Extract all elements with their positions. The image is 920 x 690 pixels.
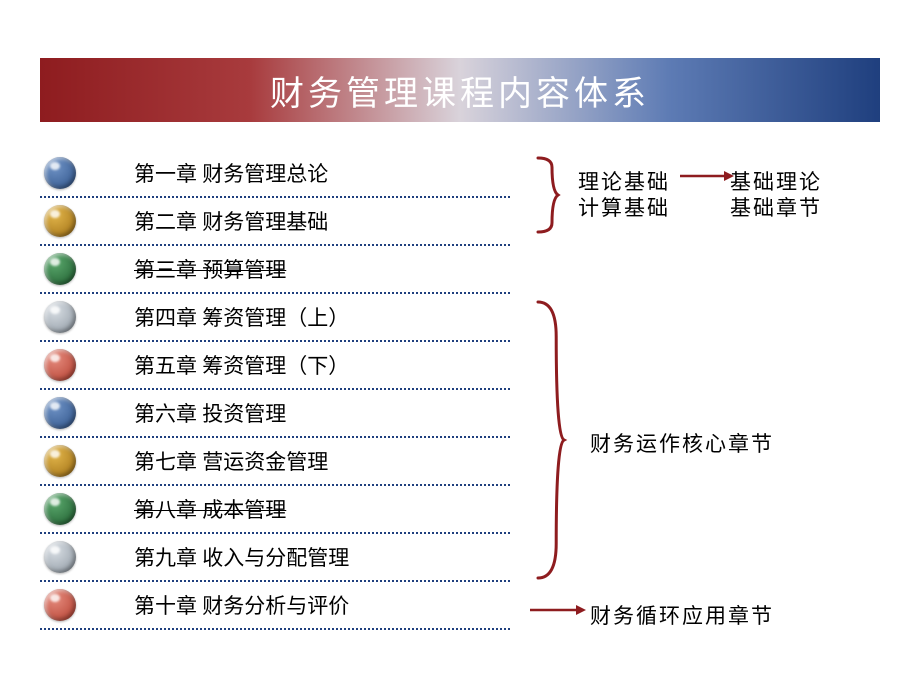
- chapter-label: 第六章 投资管理: [134, 398, 286, 428]
- bullet-icon: [44, 589, 76, 621]
- chapter-label: 第四章 筹资管理（上）: [134, 302, 349, 332]
- chapter-row: 第六章 投资管理: [40, 390, 510, 438]
- chapter-label: 第八章 成本管理: [134, 494, 286, 524]
- group2-label: 财务运作核心章节: [590, 428, 774, 458]
- bracket-group2: [520, 150, 568, 582]
- chapter-row: 第三章 预算管理: [40, 246, 510, 294]
- chapter-row: 第十章 财务分析与评价: [40, 582, 510, 630]
- group3-label: 财务循环应用章节: [590, 600, 774, 630]
- chapter-row: 第一章 财务管理总论: [40, 150, 510, 198]
- bullet-icon: [44, 349, 76, 381]
- bullet-icon: [44, 541, 76, 573]
- group1-right-line2: 基础章节: [730, 192, 822, 222]
- chapter-label: 第二章 财务管理基础: [134, 206, 328, 236]
- chapter-label: 第三章 预算管理: [134, 254, 286, 284]
- annotations: 理论基础 计算基础 基础理论 基础章节 财务运作核心章节 财务循环应用章节: [520, 150, 890, 650]
- chapter-row: 第五章 筹资管理（下）: [40, 342, 510, 390]
- chapter-row: 第四章 筹资管理（上）: [40, 294, 510, 342]
- chapter-row: 第七章 营运资金管理: [40, 438, 510, 486]
- bullet-icon: [44, 445, 76, 477]
- bullet-icon: [44, 493, 76, 525]
- chapter-label: 第七章 营运资金管理: [134, 446, 328, 476]
- chapter-list: 第一章 财务管理总论第二章 财务管理基础第三章 预算管理第四章 筹资管理（上） 第…: [40, 150, 510, 630]
- bullet-icon: [44, 397, 76, 429]
- page-title: 财务管理课程内容体系: [270, 66, 650, 115]
- chapter-label: 第九章 收入与分配管理: [134, 542, 349, 572]
- arrow-group3: [520, 602, 588, 618]
- chapter-label: 第五章 筹资管理（下）: [134, 350, 349, 380]
- group1-left-line2: 计算基础: [578, 192, 670, 222]
- bullet-icon: [44, 205, 76, 237]
- bullet-icon: [44, 157, 76, 189]
- chapter-label: 第一章 财务管理总论: [134, 158, 328, 188]
- title-bar: 财务管理课程内容体系: [40, 58, 880, 122]
- chapter-label: 第十章 财务分析与评价: [134, 590, 349, 620]
- chapter-row: 第二章 财务管理基础: [40, 198, 510, 246]
- chapter-row: 第八章 成本管理: [40, 486, 510, 534]
- bullet-icon: [44, 253, 76, 285]
- bullet-icon: [44, 301, 76, 333]
- chapter-row: 第九章 收入与分配管理: [40, 534, 510, 582]
